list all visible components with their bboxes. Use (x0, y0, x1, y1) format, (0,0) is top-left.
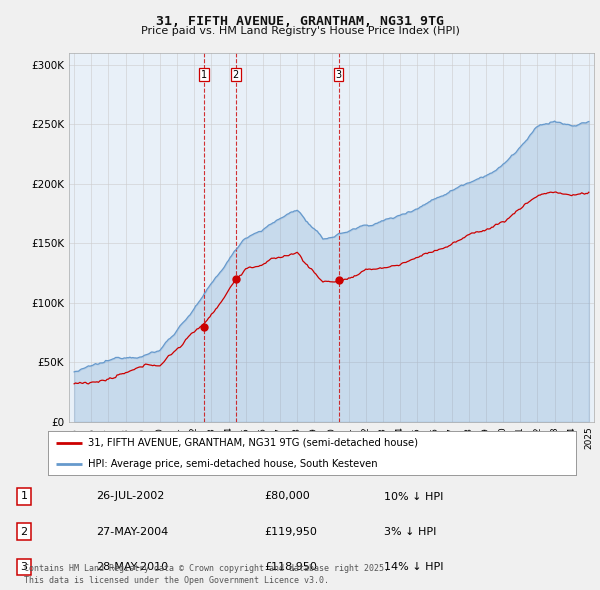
Text: 28-MAY-2010: 28-MAY-2010 (96, 562, 168, 572)
Text: 31, FIFTH AVENUE, GRANTHAM, NG31 9TG: 31, FIFTH AVENUE, GRANTHAM, NG31 9TG (156, 15, 444, 28)
Text: HPI: Average price, semi-detached house, South Kesteven: HPI: Average price, semi-detached house,… (88, 459, 377, 469)
Text: 26-JUL-2002: 26-JUL-2002 (96, 491, 164, 502)
Text: Contains HM Land Registry data © Crown copyright and database right 2025.
This d: Contains HM Land Registry data © Crown c… (24, 565, 389, 585)
Text: £119,950: £119,950 (264, 527, 317, 536)
Text: 10% ↓ HPI: 10% ↓ HPI (384, 491, 443, 502)
Text: 2: 2 (233, 70, 239, 80)
Text: 1: 1 (20, 491, 28, 502)
Text: 3% ↓ HPI: 3% ↓ HPI (384, 527, 436, 536)
Text: 14% ↓ HPI: 14% ↓ HPI (384, 562, 443, 572)
Text: £118,950: £118,950 (264, 562, 317, 572)
Text: 31, FIFTH AVENUE, GRANTHAM, NG31 9TG (semi-detached house): 31, FIFTH AVENUE, GRANTHAM, NG31 9TG (se… (88, 438, 418, 448)
Text: 27-MAY-2004: 27-MAY-2004 (96, 527, 168, 536)
Text: £80,000: £80,000 (264, 491, 310, 502)
Text: 1: 1 (201, 70, 208, 80)
Text: 2: 2 (20, 527, 28, 536)
Text: 3: 3 (335, 70, 342, 80)
Text: 3: 3 (20, 562, 28, 572)
Text: Price paid vs. HM Land Registry's House Price Index (HPI): Price paid vs. HM Land Registry's House … (140, 26, 460, 36)
